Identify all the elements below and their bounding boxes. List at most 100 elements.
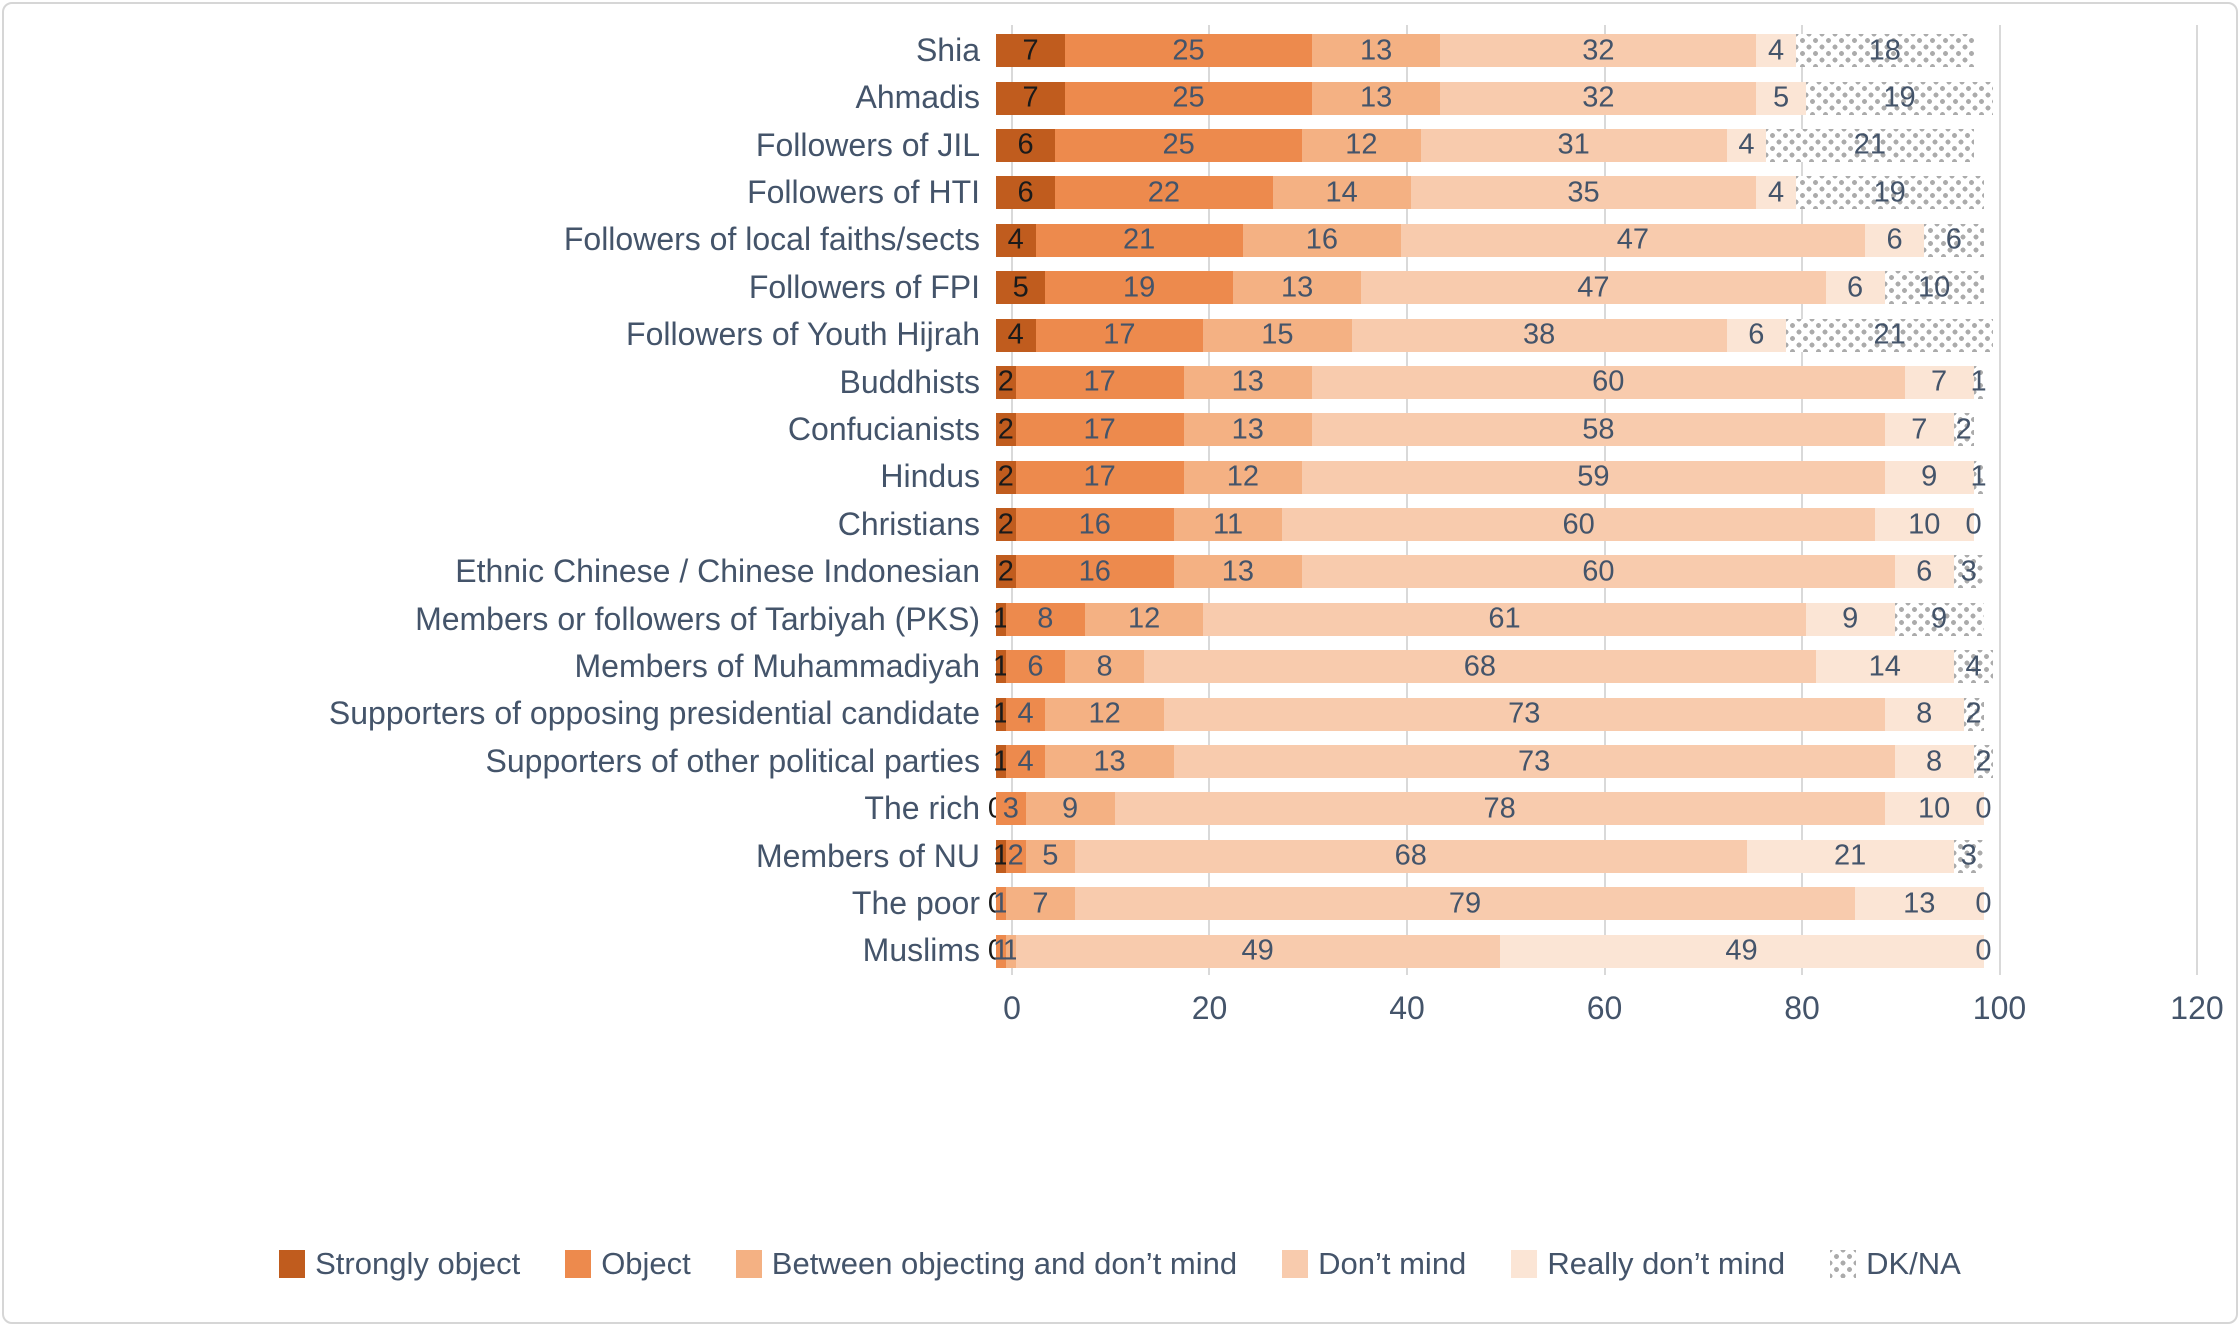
bar-segment-4 [1302,460,1885,494]
bar-row: Supporters of other political parties 1 4 1… [0,738,2240,785]
x-tick-label: 120 [2170,990,2224,1026]
segment-value-label: 1 [992,650,1009,683]
bar-segment-2 [1015,460,1184,494]
segment-value-label: 3 [1002,792,1019,825]
category-label: Supporters of opposing presidential cand… [328,695,980,732]
bar-segment-3 [1084,602,1204,636]
bar-segment-3 [1183,460,1303,494]
legend-swatch-5 [1511,1250,1538,1278]
legend-item: Really don’t mind [1511,1246,1785,1282]
segment-value-label: 9 [1930,602,1948,635]
bar-row: Supporters of opposing presidential cand… [0,690,2240,737]
segment-value-label: 13 [1093,745,1126,778]
segment-value-label: 6 [1886,223,1903,256]
segment-value-label: 2 [997,413,1014,446]
bar-track: 1 2 5 68 21 3 [993,839,2181,873]
bar-segment-5 [1855,887,1984,921]
segment-value-label: 25 [1162,128,1195,161]
bar-row: Members or followers of Tarbiyah (PKS) 1 8… [0,596,2240,643]
segment-value-label: 1 [1970,365,1987,398]
bar-segment-5 [1805,602,1895,636]
segment-value-label: 3 [1960,555,1977,588]
bar-track: 6 22 14 35 4 19 [996,176,2181,210]
segment-value-label: 13 [1231,365,1264,398]
bar-segment-3 [1233,271,1362,305]
segment-value-label: 1 [992,602,1009,635]
bar-segment-1 [996,223,1036,257]
legend-label: Object [601,1246,691,1281]
segment-value-label: 2 [997,460,1014,493]
bar-segment-6 [1953,839,1984,873]
segment-value-label: 4 [1017,697,1034,730]
segment-value-label: 16 [1078,555,1111,588]
bar-segment-4 [1410,176,1757,210]
bar-segment-4 [1075,839,1747,873]
bar-segment-1 [996,508,1016,542]
segment-value-label: 2 [1007,839,1024,872]
bar-track: 01779130 [988,887,2181,921]
segment-value-label: 6 [1916,555,1933,588]
bar-segment-5 [1884,413,1954,447]
bar-segment-6 [1953,650,1994,684]
gridline [1998,25,2001,975]
bar-segment-1 [996,602,1006,636]
segment-value-label: 38 [1522,318,1556,351]
bar-row: Shia 7 25 13 32 4 18 [0,27,2240,74]
segment-value-label: 8 [1916,697,1933,730]
bar-segment-1 [996,34,1066,68]
bar-track: 7 25 13 32 5 19 [996,81,2181,115]
bar-track: 1 8 12 61 9 9 [992,602,2181,636]
segment-value-label: 9 [1842,602,1859,635]
segment-value-label: 13 [1231,413,1264,446]
bar-segment-6 [1795,176,1984,210]
bar-segment-4 [1361,271,1826,305]
bar-segment-5 [1884,792,1984,826]
bar-row: The rich03978100 [0,785,2240,832]
bar-segment-2 [1055,128,1303,162]
bar-segment-5 [1756,81,1806,115]
bar-segment-3 [1045,745,1174,779]
segment-value-label: 21 [1123,223,1156,256]
legend-swatch-4 [1282,1250,1309,1278]
segment-value-label: 17 [1083,365,1116,398]
legend-label: Don’t mind [1318,1246,1467,1281]
bar-segment-4 [1440,81,1757,115]
bar-track: 03978100 [988,792,2181,826]
bar-segment-2 [1015,413,1184,447]
bar-segment-2 [996,934,1006,968]
bar-segment-5 [1815,650,1954,684]
bar-segment-6 [1953,555,1984,589]
gridline [1208,25,1211,975]
bar-segment-6 [1973,745,1994,779]
segment-value-label: 6 [1017,176,1034,209]
bar-segment-6 [1953,413,1974,447]
bar-segment-6 [1766,128,1974,162]
segment-value-label: 17 [1083,460,1116,493]
bar-track: 2 17 12 59 9 1 [996,460,2181,494]
segment-value-label: 13 [1281,271,1314,304]
bar-segment-5 [1746,839,1954,873]
segment-value-label: 25 [1172,34,1205,67]
segment-value-label: 0 [1965,508,1982,541]
segment-value-label: 68 [1463,650,1497,683]
segment-value-label: 7 [1022,81,1039,114]
segment-value-label: 60 [1582,555,1615,588]
bar-segment-6 [1894,602,1984,636]
bar-rows-layer: Shia 7 25 13 32 4 18 Ahmadis 7 25 13 32 5 19 Followers… [0,27,2240,975]
bar-segment-3 [1183,413,1312,447]
bar-track: 2 17 13 60 7 1 [996,365,2181,399]
category-label: Members of Muhammadiyah [574,647,980,684]
segment-value-label: 15 [1261,318,1294,351]
segment-value-label: 78 [1483,792,1516,825]
bar-segment-4 [1420,128,1727,162]
bar-track: 2 17 13 58 7 2 [996,413,2181,447]
segment-value-label: 17 [1103,318,1136,351]
bar-segment-6 [1963,697,1984,731]
gridline [1405,25,1408,975]
bar-segment-3 [1005,934,1016,968]
bar-segment-1 [996,745,1006,779]
segment-value-label: 7 [1911,413,1928,446]
legend-item: Between objecting and don’t mind [735,1246,1237,1282]
segment-value-label: 11 [1213,508,1244,541]
